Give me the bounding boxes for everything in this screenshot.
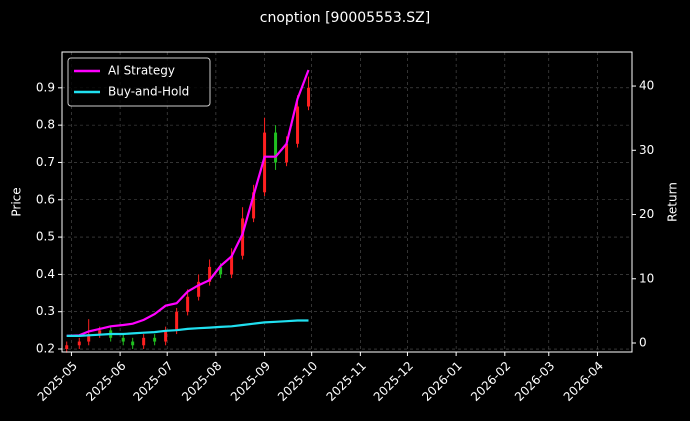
legend-label: AI Strategy <box>108 64 175 78</box>
y-tick-label: 0.4 <box>36 267 55 281</box>
x-tick-label: 2026-01 <box>419 359 464 404</box>
candle-body <box>175 311 179 331</box>
candle-body <box>252 192 256 219</box>
y-tick-label: 0.9 <box>36 80 55 94</box>
x-tick-label: 2026-02 <box>468 359 513 404</box>
y-tick-label: 0.8 <box>36 118 55 132</box>
candle-body <box>274 132 278 163</box>
candle-body <box>153 337 157 342</box>
plot-frame <box>61 51 633 353</box>
y-tick-label: 0.7 <box>36 155 55 169</box>
legend-box <box>67 57 211 107</box>
line-series <box>66 319 309 337</box>
y2-tick-label: 10 <box>639 271 654 285</box>
x-tick-label: 2026-04 <box>561 359 606 404</box>
candle-body <box>131 341 135 346</box>
y-tick-label: 0.6 <box>36 192 55 206</box>
y-tick-label: 0.5 <box>36 230 55 244</box>
candle-body <box>98 330 102 335</box>
x-tick-label: 2025-10 <box>275 359 320 404</box>
x-tick-label: 2026-03 <box>512 359 557 404</box>
candle-body <box>208 266 212 282</box>
y2-tick-label: 0 <box>639 336 647 350</box>
candle-body <box>87 334 91 342</box>
x-tick-label: 2025-07 <box>130 359 175 404</box>
candle-body <box>296 106 300 144</box>
line-series <box>66 69 310 337</box>
y-axis-label: Price <box>10 187 24 216</box>
y-tick-label: 0.3 <box>36 304 55 318</box>
candle-body <box>65 345 69 350</box>
y-tick-label: 0.2 <box>36 342 55 356</box>
candle-body <box>164 330 168 342</box>
y2-tick-label: 20 <box>639 207 654 221</box>
y2-axis-label: Return <box>666 182 680 222</box>
candle-body <box>121 337 125 342</box>
x-tick-label: 2025-11 <box>324 359 369 404</box>
x-tick-label: 2025-05 <box>35 359 80 404</box>
candle-body <box>219 266 223 275</box>
x-tick-label: 2025-08 <box>179 359 224 404</box>
legend-label: Buy-and-Hold <box>108 85 189 99</box>
y2-tick-label: 40 <box>639 79 654 93</box>
x-tick-label: 2025-09 <box>228 359 273 404</box>
candle-body <box>263 132 267 193</box>
candle-body <box>307 87 311 107</box>
legend: AI Strategy Buy-and-Hold <box>67 57 211 107</box>
x-tick-label: 2025-12 <box>371 359 416 404</box>
candle-body <box>186 296 190 312</box>
candle-body <box>285 143 289 163</box>
chart-title: cnoption [90005553.SZ] <box>260 10 430 26</box>
candle-body <box>241 218 245 256</box>
y2-tick-label: 30 <box>639 143 654 157</box>
candle-body <box>230 255 234 275</box>
candle-body <box>77 341 81 346</box>
candle-body <box>197 281 201 297</box>
candle-body <box>142 337 146 346</box>
x-tick-label: 2025-06 <box>83 359 128 404</box>
